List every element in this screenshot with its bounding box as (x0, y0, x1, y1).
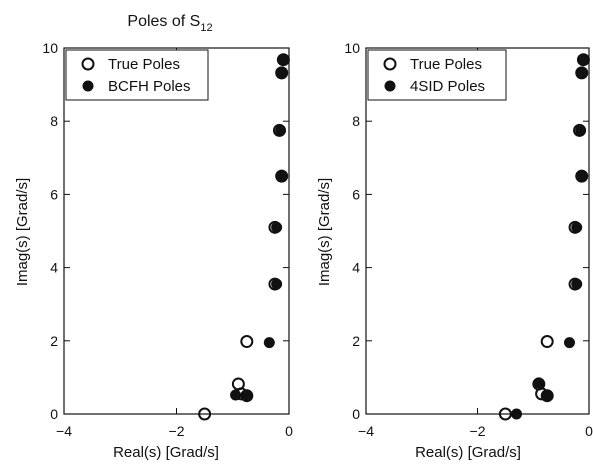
x-tick-label: −2 (470, 423, 486, 439)
estimated-pole-point (276, 67, 288, 79)
x-tick-label: −4 (358, 423, 374, 439)
estimated-pole-point (263, 337, 275, 349)
y-tick-label: 0 (352, 406, 360, 422)
y-tick-label: 2 (50, 333, 58, 349)
legend-marker (81, 57, 95, 71)
estimated-pole-point (571, 221, 583, 233)
legend-marker (384, 80, 396, 92)
estimated-pole-point (271, 278, 283, 290)
estimated-pole-point (576, 67, 588, 79)
chart-title: Poles of S12 (127, 13, 212, 34)
y-tick-label: 0 (50, 406, 58, 422)
legend-label: True Poles (108, 56, 180, 73)
legend-label: BCFH Poles (108, 78, 191, 95)
true-pole-point (240, 335, 254, 349)
estimated-pole-point (277, 54, 289, 66)
axes-frame (63, 47, 290, 415)
y-axis-label: Imag(s) [Grad/s] (14, 178, 31, 286)
y-tick-label: 10 (42, 40, 58, 56)
estimated-pole-point (533, 377, 545, 389)
estimated-pole-point (563, 337, 575, 349)
plot-area: −4 −2 0 0 2 4 6 8 10 True Poles BCFH Poles (42, 40, 293, 439)
estimated-pole-point (241, 390, 253, 402)
x-tick-label: −2 (169, 423, 185, 439)
estimated-pole-point (577, 54, 589, 66)
estimated-pole-point (230, 389, 242, 401)
panel-bcfh: Poles of S12 −4 −2 0 0 2 4 6 8 10 True Poles BCFH … (14, 13, 293, 461)
x-tick-label: 0 (585, 423, 593, 439)
estimated-pole-point (275, 124, 287, 136)
estimated-pole-point (271, 221, 283, 233)
legend-marker (383, 57, 397, 71)
estimated-pole-point (571, 278, 583, 290)
true-pole-point (498, 407, 512, 421)
estimated-pole-point (276, 170, 288, 182)
estimated-pole-point (541, 390, 553, 402)
legend-marker (82, 80, 94, 92)
y-tick-label: 8 (352, 113, 360, 129)
true-pole-point (198, 407, 212, 421)
true-pole-point (540, 335, 554, 349)
x-tick-label: 0 (285, 423, 293, 439)
x-tick-label: −4 (56, 423, 72, 439)
estimated-pole-point (511, 408, 523, 420)
y-tick-label: 4 (50, 260, 58, 276)
axes-frame (365, 47, 590, 415)
estimated-pole-point (575, 124, 587, 136)
legend-label: True Poles (410, 56, 482, 73)
panel-4sid: −4 −2 0 0 2 4 6 8 10 True Poles 4SID Poles Real(s)… (316, 40, 593, 461)
y-tick-label: 8 (50, 113, 58, 129)
y-tick-label: 6 (50, 186, 58, 202)
y-tick-label: 10 (344, 40, 360, 56)
plot-area: −4 −2 0 0 2 4 6 8 10 True Poles 4SID Poles (344, 40, 593, 439)
x-axis-label: Real(s) [Grad/s] (113, 444, 219, 461)
x-axis-label: Real(s) [Grad/s] (415, 444, 521, 461)
legend-label: 4SID Poles (410, 78, 485, 95)
y-tick-label: 2 (352, 333, 360, 349)
y-tick-label: 6 (352, 186, 360, 202)
y-axis-label: Imag(s) [Grad/s] (316, 178, 333, 286)
y-tick-label: 4 (352, 260, 360, 276)
estimated-pole-point (576, 170, 588, 182)
